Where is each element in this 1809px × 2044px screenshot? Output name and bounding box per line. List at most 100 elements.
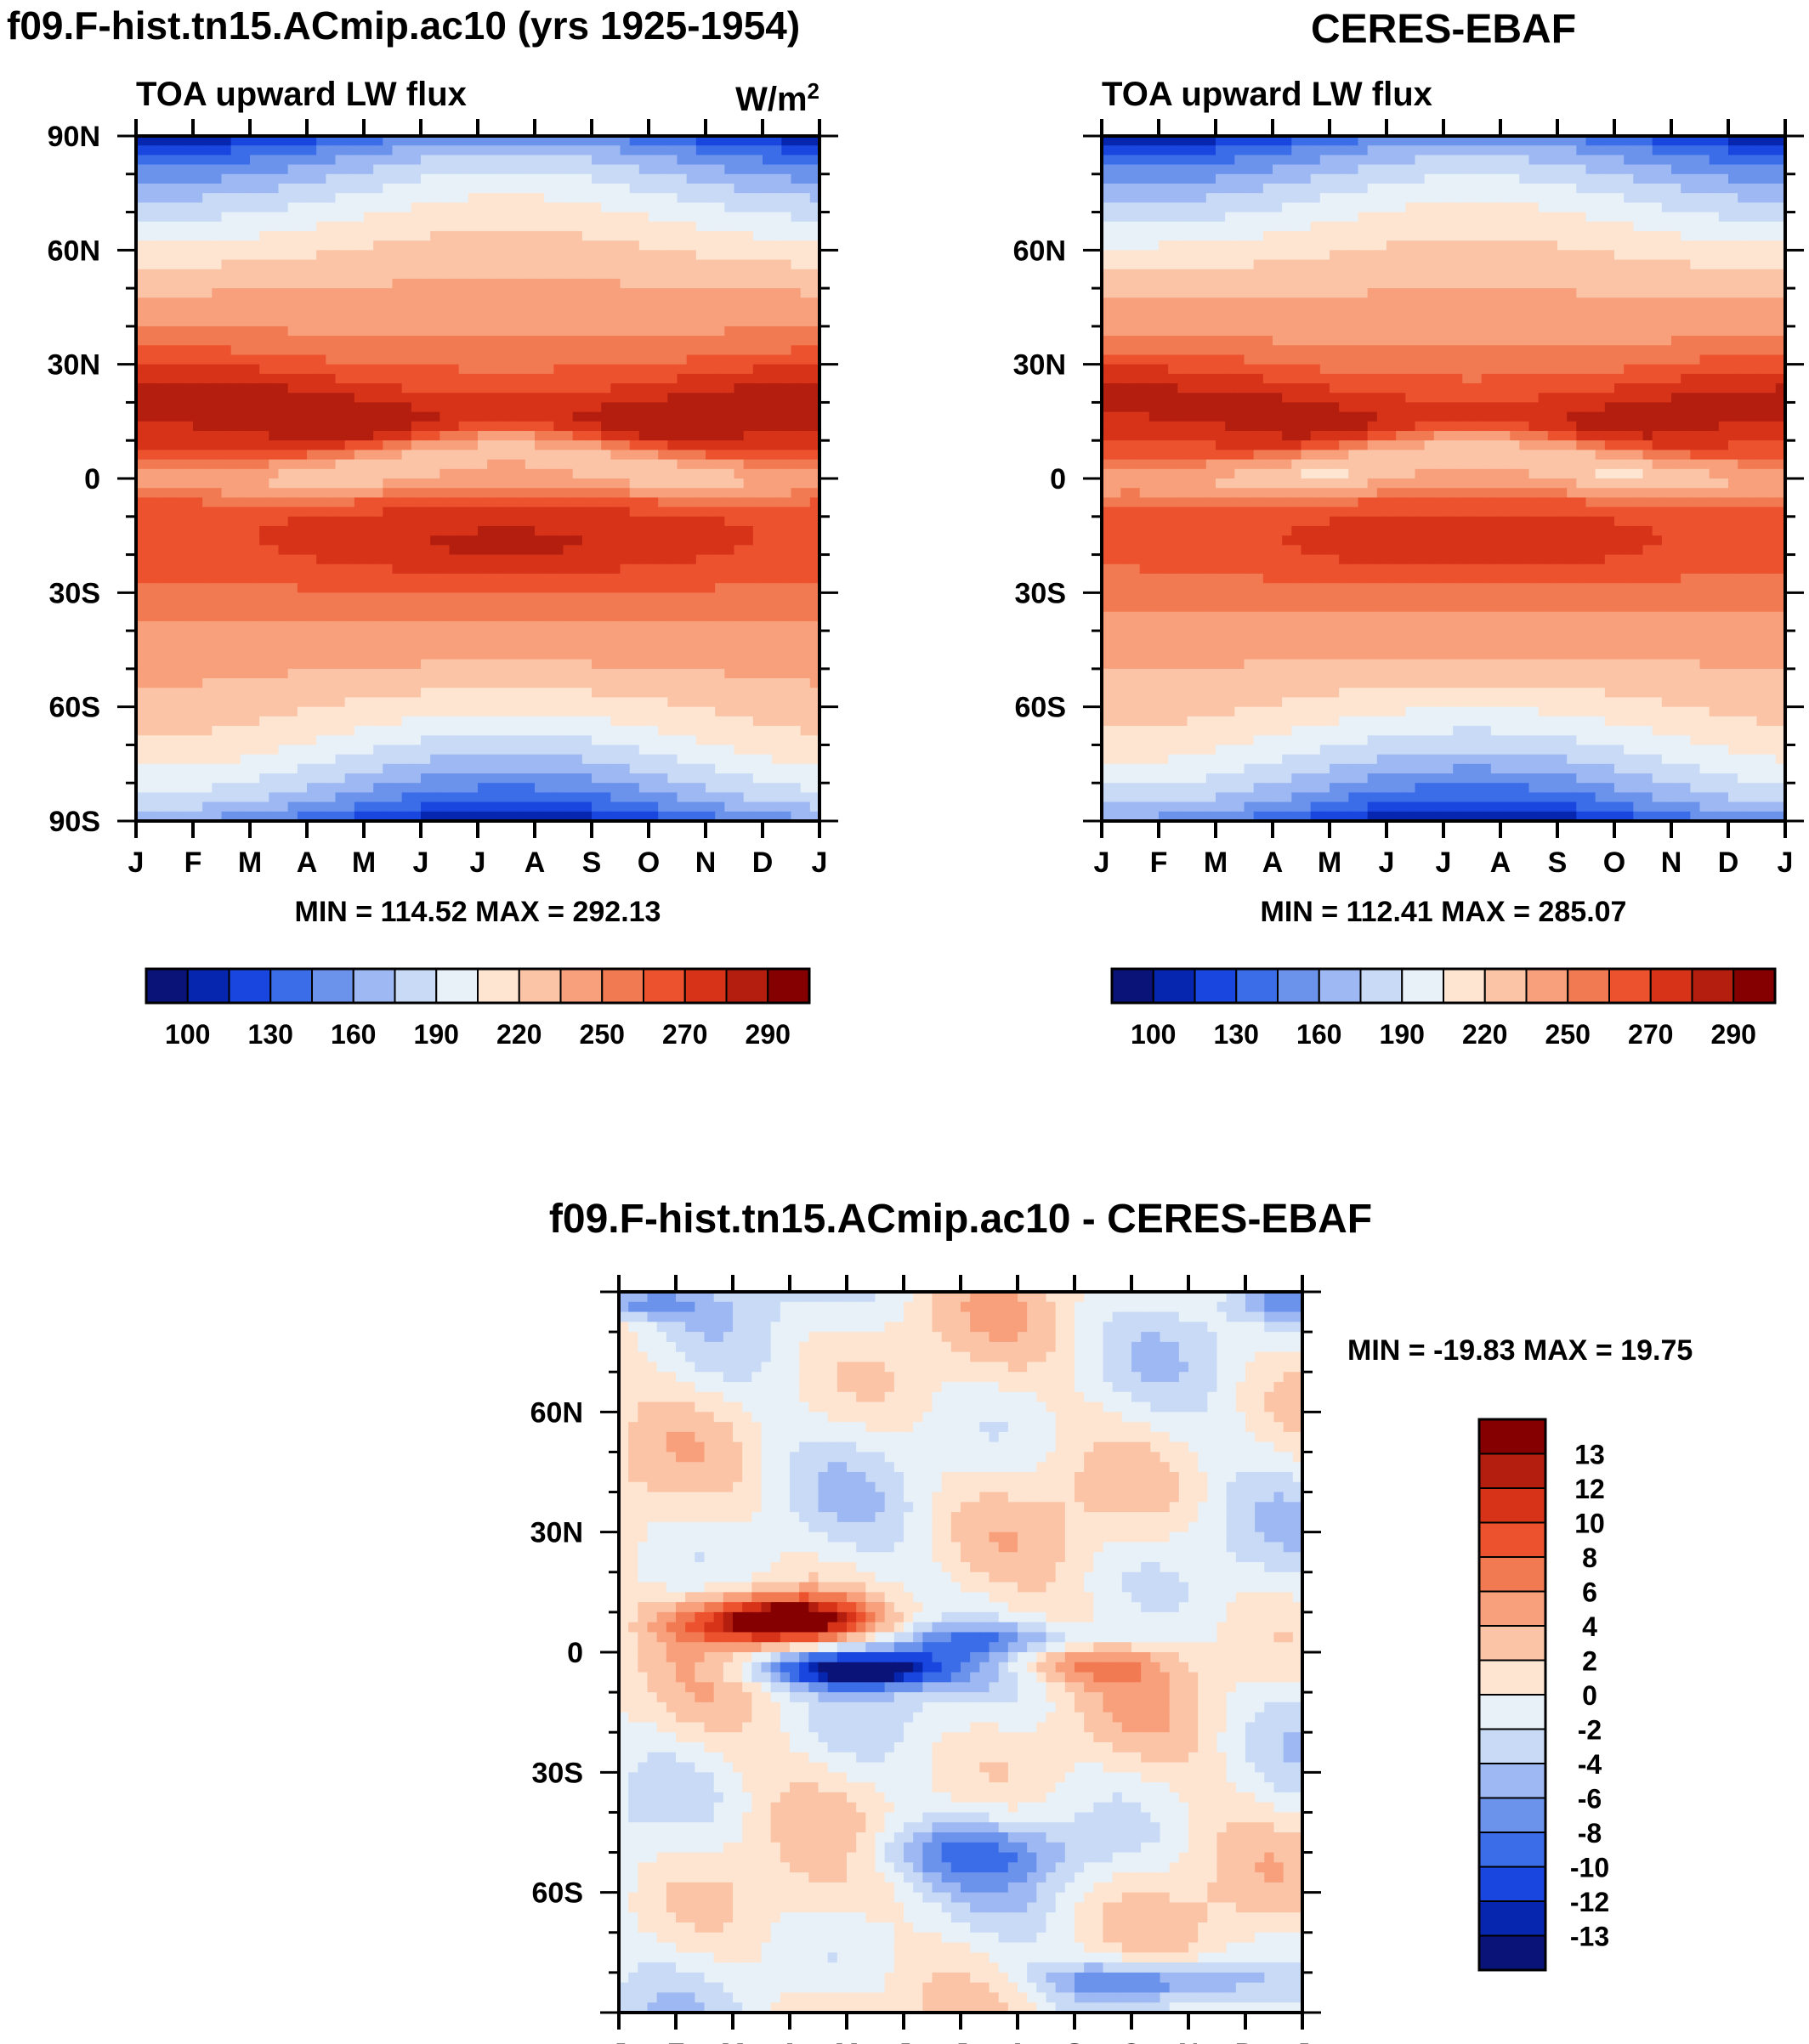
contour-cell (553, 326, 564, 337)
contour-cell (164, 459, 175, 470)
contour-cell (601, 507, 611, 518)
contour-cell (572, 307, 583, 318)
contour-cell (553, 783, 564, 794)
contour-cell (649, 640, 659, 651)
contour-cell (136, 631, 146, 641)
contour-cell (287, 488, 298, 498)
contour-cell (383, 145, 394, 156)
contour-cell (155, 468, 166, 479)
contour-cell (515, 706, 526, 717)
contour-cell (525, 535, 536, 546)
contour-cell (515, 688, 526, 699)
contour-cell (677, 402, 688, 413)
contour-cell (592, 697, 602, 708)
contour-cell (173, 763, 184, 774)
contour-cell (620, 507, 631, 518)
contour-cell (373, 183, 383, 194)
contour-cell (354, 516, 365, 527)
contour-cell (496, 583, 508, 593)
contour-cell (373, 326, 383, 337)
contour-cell (763, 735, 773, 746)
contour-cell (658, 535, 668, 546)
contour-cell (193, 136, 203, 146)
contour-cell (173, 583, 184, 593)
contour-cell (136, 735, 146, 746)
contour-cell (287, 402, 298, 413)
contour-cell (572, 373, 583, 384)
contour-cell (544, 336, 554, 346)
contour-cell (316, 136, 326, 146)
contour-cell (638, 516, 649, 527)
contour-cell (686, 668, 697, 679)
contour-cell (326, 507, 337, 518)
contour-cell (297, 259, 308, 270)
contour-cell (364, 678, 374, 688)
contour-cell (772, 411, 782, 422)
contour-cell (800, 611, 811, 622)
contour-cell (535, 668, 545, 679)
contour-cell (221, 468, 232, 479)
contour-cell (478, 735, 488, 746)
contour-cell (506, 354, 517, 365)
contour-cell (667, 411, 678, 422)
contour-cell (468, 136, 479, 146)
contour-cell (601, 402, 611, 413)
contour-cell (506, 459, 517, 470)
contour-cell (752, 525, 763, 536)
contour-cell (373, 431, 383, 441)
contour-cell (544, 393, 554, 404)
contour-cell (287, 155, 298, 166)
contour-cell (610, 478, 621, 489)
contour-cell (658, 592, 668, 603)
contour-cell (421, 241, 431, 251)
contour-cell (601, 649, 611, 660)
contour-cell (335, 688, 346, 699)
contour-cell (610, 354, 621, 365)
contour-cell (506, 649, 517, 660)
contour-cell (544, 155, 554, 166)
contour-cell (506, 402, 517, 413)
contour-cell (724, 364, 735, 375)
contour-cell (240, 488, 251, 498)
contour-cell (763, 773, 773, 784)
contour-cell (658, 459, 668, 470)
contour-cell (458, 631, 469, 641)
contour-cell (326, 497, 337, 508)
contour-cell (458, 373, 469, 384)
contour-cell (506, 716, 517, 727)
contour-cell (649, 431, 659, 441)
contour-cell (800, 668, 811, 679)
contour-cell (430, 364, 440, 375)
contour-cell (592, 583, 602, 593)
contour-cell (401, 230, 412, 241)
contour-cell (221, 259, 232, 270)
contour-cell (563, 145, 574, 156)
contour-cell (592, 545, 602, 556)
contour-cell (563, 668, 574, 679)
contour-cell (221, 164, 232, 175)
contour-cell (430, 402, 440, 413)
contour-cell (259, 202, 269, 213)
contour-cell (297, 307, 308, 318)
contour-cell (724, 411, 735, 422)
contour-cell (193, 402, 203, 413)
contour-cell (155, 241, 166, 251)
contour-cell (715, 754, 725, 765)
contour-cell (259, 745, 269, 756)
contour-cell (724, 497, 735, 508)
contour-cell (610, 155, 621, 166)
contour-cell (230, 649, 241, 660)
contour-cell (686, 155, 697, 166)
contour-cell (373, 269, 383, 280)
contour-cell (743, 649, 754, 660)
contour-cell (297, 269, 308, 280)
contour-cell (763, 164, 773, 175)
contour-cell (297, 316, 308, 327)
contour-cell (800, 516, 811, 527)
contour-cell (344, 649, 355, 660)
contour-cell (649, 497, 659, 508)
contour-cell (421, 278, 431, 289)
contour-cell (667, 212, 678, 223)
contour-cell (230, 421, 241, 432)
contour-cell (581, 640, 593, 651)
